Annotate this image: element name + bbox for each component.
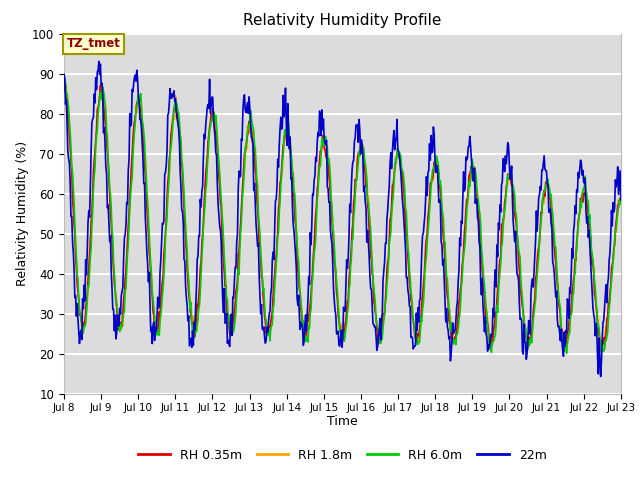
Legend: RH 0.35m, RH 1.8m, RH 6.0m, 22m: RH 0.35m, RH 1.8m, RH 6.0m, 22m <box>133 444 552 467</box>
Title: Relativity Humidity Profile: Relativity Humidity Profile <box>243 13 442 28</box>
X-axis label: Time: Time <box>327 415 358 428</box>
Y-axis label: Relativity Humidity (%): Relativity Humidity (%) <box>16 141 29 286</box>
Text: TZ_tmet: TZ_tmet <box>67 37 121 50</box>
